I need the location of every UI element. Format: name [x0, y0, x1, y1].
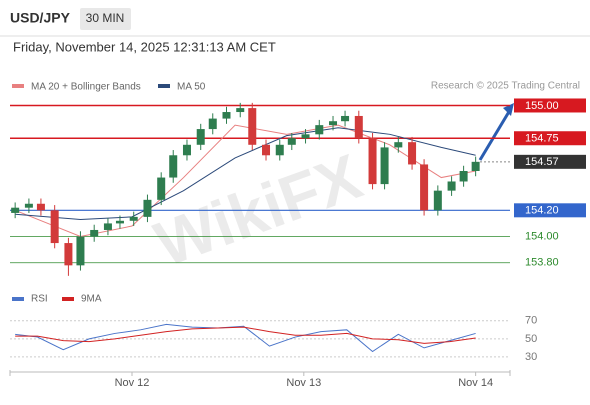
- series-line: [15, 127, 476, 220]
- level-label: 153.80: [525, 257, 559, 269]
- candle-body: [50, 210, 59, 244]
- x-tick-label: Nov 12: [115, 377, 150, 389]
- candle-body: [368, 138, 377, 185]
- candle-body: [76, 236, 85, 266]
- series-line: [15, 326, 476, 344]
- level-label: 155.00: [525, 100, 559, 112]
- candle-body: [196, 129, 205, 145]
- legend-swatch: [62, 297, 74, 301]
- timeframe-badge: [80, 8, 131, 30]
- candle-body: [11, 207, 20, 213]
- level-label-box: [514, 154, 586, 169]
- candle-body: [315, 125, 324, 135]
- candle-body: [459, 171, 468, 182]
- level-label: 154.20: [525, 205, 559, 217]
- candle-body: [275, 144, 284, 156]
- candle-body: [471, 161, 480, 171]
- candle-body: [380, 147, 389, 185]
- x-tick-label: Nov 13: [286, 377, 321, 389]
- series-line: [15, 323, 476, 353]
- candle-body: [248, 108, 257, 145]
- credit: Research © 2025 Trading Central: [431, 81, 580, 92]
- legend-label: 9MA: [81, 294, 102, 305]
- candle-body: [222, 112, 231, 119]
- candle-body: [262, 144, 271, 156]
- candle-body: [90, 229, 99, 237]
- candle-body: [208, 118, 217, 130]
- candle-body: [394, 142, 403, 148]
- indicator-tick-label: 30: [525, 351, 537, 363]
- x-tick-label: Nov 14: [458, 377, 493, 389]
- level-label: 154.00: [525, 230, 559, 242]
- candle-body: [129, 216, 138, 221]
- candle-body: [408, 142, 417, 165]
- level-label-box: [514, 203, 586, 218]
- level-label: 154.75: [525, 133, 559, 145]
- candle-body: [24, 203, 33, 208]
- level-label-box: [514, 131, 586, 146]
- candle-body: [157, 177, 166, 200]
- subtitle: Friday, November 14, 2025 12:31:13 AM CE…: [13, 39, 276, 54]
- candle-body: [329, 121, 338, 126]
- projection-arrowhead: [503, 103, 514, 116]
- indicator-tick-label: 70: [525, 315, 537, 327]
- legend-swatch: [12, 84, 24, 88]
- candle-body: [115, 220, 124, 224]
- candle-body: [143, 199, 152, 217]
- candle-body: [433, 190, 442, 211]
- legend-label: MA 20 + Bollinger Bands: [31, 82, 141, 93]
- candle-body: [36, 203, 45, 211]
- projection-arrow: [478, 109, 512, 161]
- level-label-box: [514, 98, 586, 113]
- legend-swatch: [12, 297, 24, 301]
- candle-body: [420, 164, 429, 211]
- indicator-tick-label: 50: [525, 333, 537, 345]
- candle-body: [447, 181, 456, 191]
- candle-body: [169, 155, 178, 178]
- candle-body: [354, 115, 363, 139]
- candle-body: [341, 115, 350, 122]
- timeframe: 30 MIN: [86, 11, 125, 25]
- candle-body: [103, 223, 112, 230]
- legend-swatch: [158, 84, 170, 88]
- candle-body: [182, 144, 191, 156]
- candle-body: [287, 138, 296, 145]
- candle-body: [301, 134, 310, 139]
- level-label: 154.57: [525, 156, 559, 168]
- legend-label: MA 50: [177, 82, 206, 93]
- legend-label: RSI: [31, 294, 48, 305]
- candle-body: [64, 243, 73, 266]
- symbol: USD/JPY: [10, 10, 71, 26]
- candle-body: [236, 108, 245, 113]
